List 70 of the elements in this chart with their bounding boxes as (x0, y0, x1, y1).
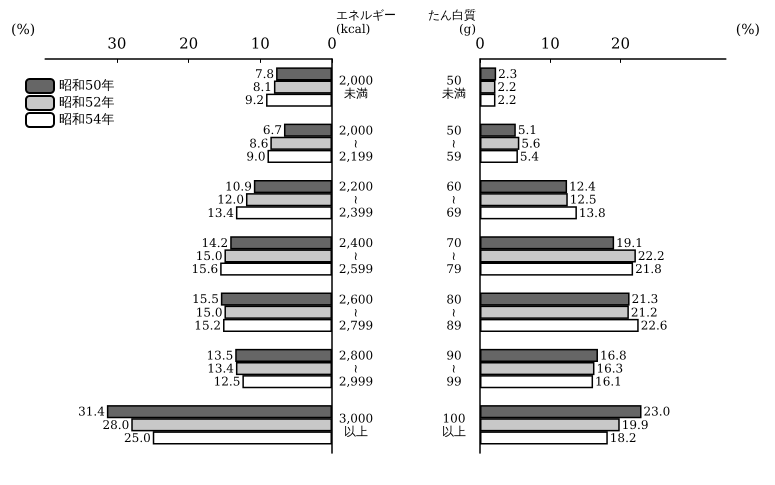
y-tick-label: 2,000 未満 (338, 74, 374, 101)
data-label: 12.5 (214, 374, 240, 389)
data-label: 15.0 (196, 305, 222, 320)
data-label: 21.2 (630, 305, 658, 320)
data-label: 7.8 (254, 66, 274, 81)
data-label: 19.9 (622, 418, 648, 432)
y-tick-label: 2,400 ≀ 2,599 (338, 236, 374, 276)
y-tick-label: 2,600 ≀ 2,799 (338, 292, 374, 332)
x-tick-label: 10 (540, 34, 560, 52)
data-label: 16.3 (596, 362, 624, 376)
data-label: 15.0 (196, 248, 222, 263)
data-label: 2.3 (498, 66, 518, 81)
y-tick-label: 100 以上 (442, 411, 466, 438)
y-tick-label: 60 ≀ 69 (446, 180, 462, 220)
data-label: 9.2 (244, 93, 264, 108)
data-label: 2.2 (497, 80, 517, 94)
data-label: 21.8 (635, 262, 662, 276)
y-tick-label: 80 ≀ 89 (446, 292, 462, 332)
data-label: 13.5 (206, 348, 234, 362)
x-tick-label: 20 (179, 34, 198, 52)
x-tick-label: 0 (327, 34, 337, 52)
data-label: 31.4 (78, 404, 106, 419)
data-label: 16.8 (600, 348, 627, 362)
data-label: 23.0 (644, 404, 670, 419)
legend-label: 昭和52年 (59, 96, 115, 110)
data-label: 8.6 (249, 136, 268, 150)
data-label: 6.7 (262, 123, 282, 138)
data-label: 16.1 (595, 374, 622, 389)
data-label: 15.6 (191, 262, 218, 276)
data-label: 15.5 (192, 292, 219, 306)
x-axis-title: (%) (10, 22, 36, 38)
data-label: 22.2 (638, 248, 665, 263)
y-tick-label: 2,800 ≀ 2,999 (338, 348, 374, 389)
data-label: 2.2 (497, 93, 517, 108)
data-label: 15.2 (194, 318, 222, 332)
y-tick-label: 50 未満 (442, 74, 466, 101)
data-label: 14.2 (201, 236, 228, 250)
data-label: 8.1 (252, 80, 272, 94)
data-label: 9.0 (246, 149, 266, 164)
y-tick-label: 2,000 ≀ 2,199 (338, 123, 374, 164)
x-tick-label: 30 (107, 34, 126, 52)
data-label: 25.0 (124, 430, 151, 445)
y-tick-label: 3,000 以上 (338, 411, 374, 438)
data-label: 12.4 (569, 180, 596, 194)
y-tick-label: 50 ≀ 59 (446, 123, 462, 164)
y-tick-label: 70 ≀ 79 (446, 236, 462, 276)
data-label: 10.9 (225, 180, 252, 194)
y-tick-label: 90 ≀ 99 (446, 348, 462, 389)
y-axis-title: たん白質 (g) (428, 8, 476, 36)
data-label: 28.0 (102, 418, 130, 432)
data-label: 18.2 (610, 430, 637, 445)
data-label: 13.4 (207, 362, 234, 376)
data-label: 22.6 (640, 318, 668, 332)
data-label: 21.3 (632, 292, 658, 306)
legend-label: 昭和54年 (59, 112, 115, 128)
x-axis-title: (%) (736, 22, 760, 38)
y-tick-label: 2,200 ≀ 2,399 (338, 180, 374, 220)
data-label: 13.8 (578, 206, 606, 220)
data-label: 12.0 (217, 192, 244, 207)
data-label: 5.6 (521, 136, 540, 150)
data-label: 5.4 (520, 149, 540, 164)
y-axis-title: エネルギー (kcal) (336, 8, 396, 36)
legend-label: 昭和50年 (59, 78, 115, 94)
data-label: 12.5 (570, 192, 596, 207)
x-tick-label: 0 (475, 34, 485, 52)
data-label: 19.1 (616, 236, 643, 250)
x-tick-label: 10 (250, 34, 270, 52)
data-label: 13.4 (207, 206, 234, 220)
data-label: 5.1 (518, 123, 537, 138)
x-tick-label: 20 (610, 34, 630, 52)
